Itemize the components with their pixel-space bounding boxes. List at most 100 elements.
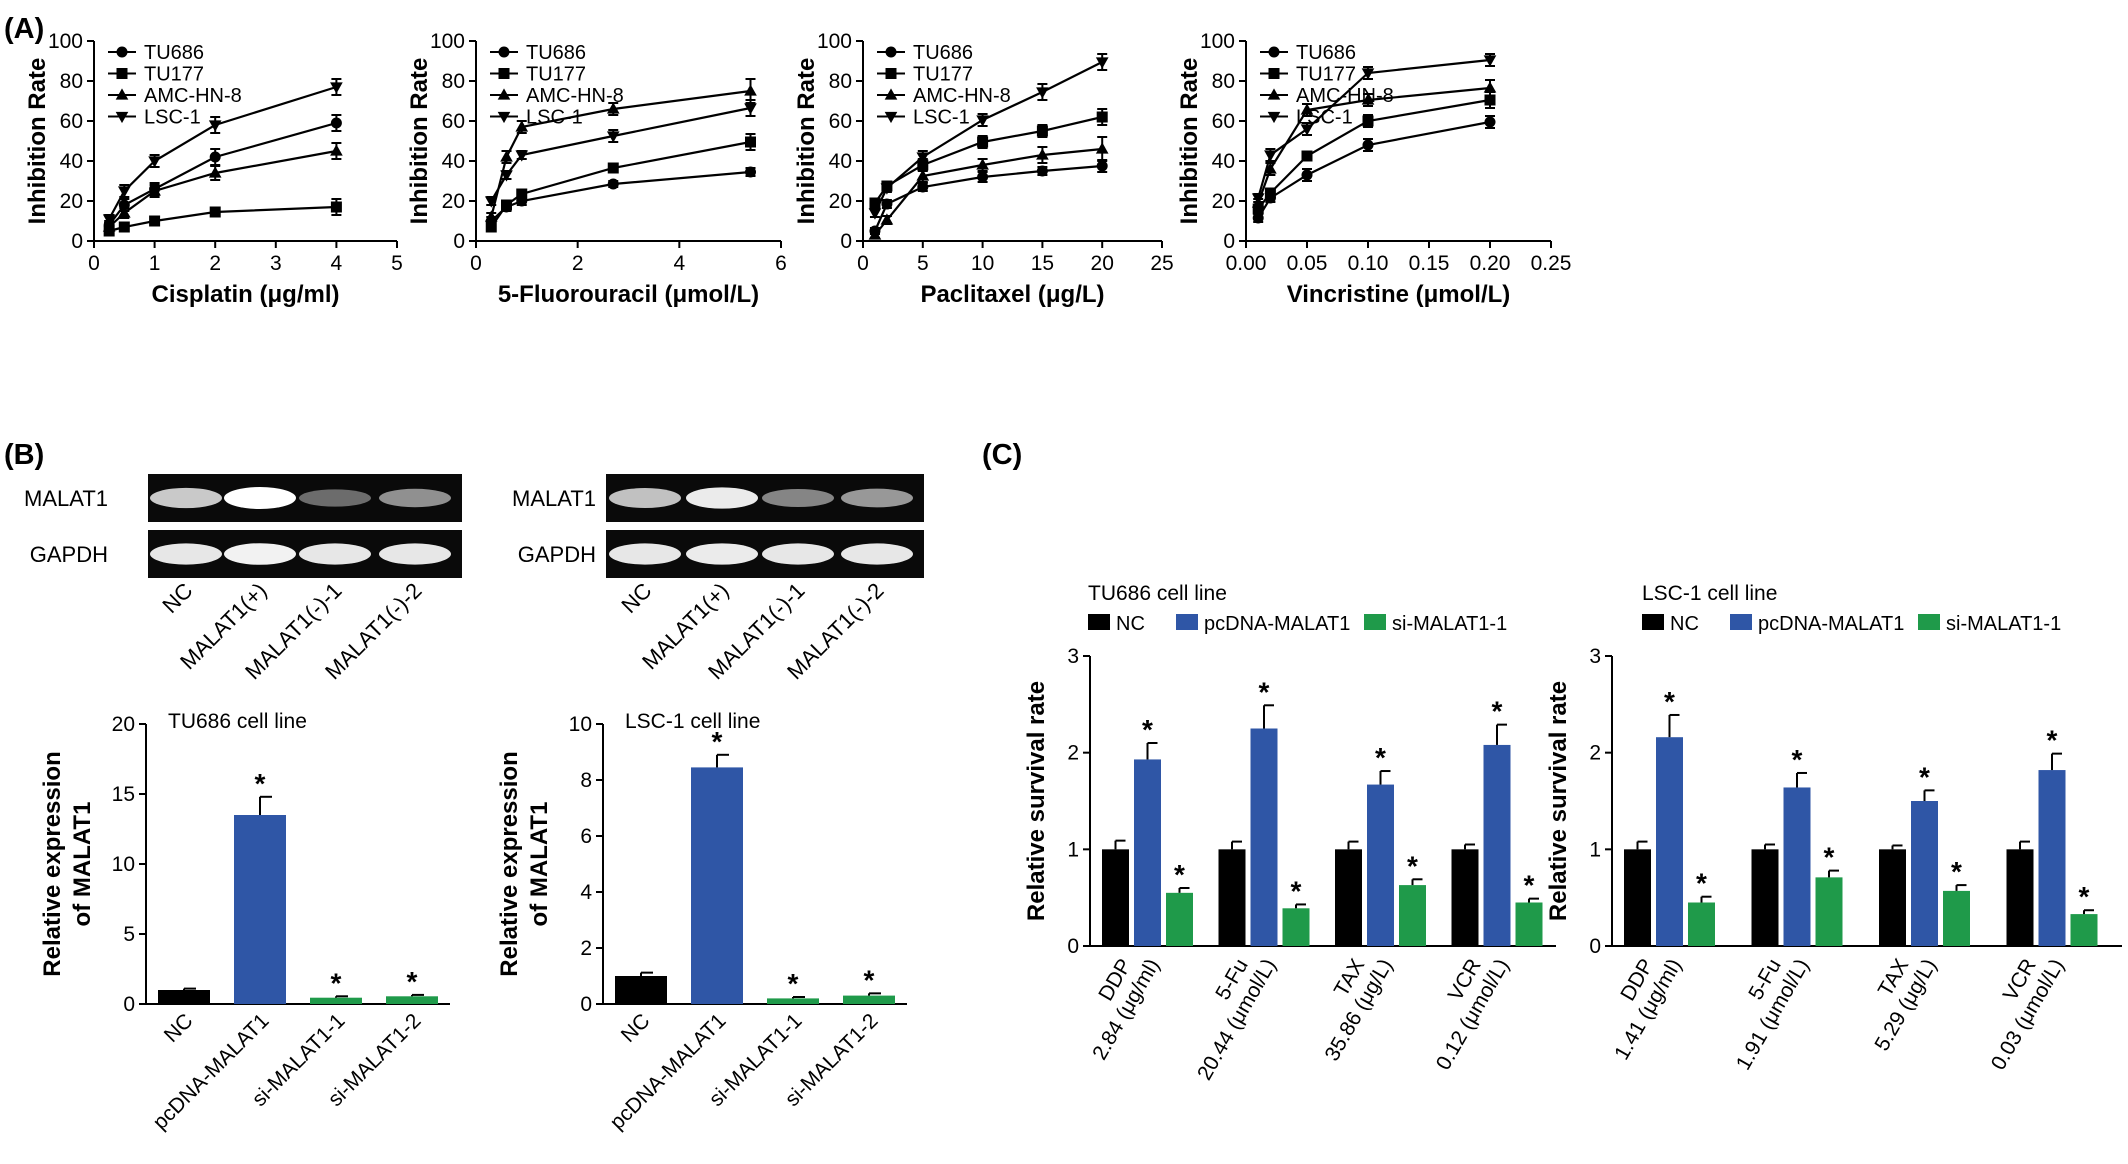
y-tick-label: 3 bbox=[1067, 645, 1079, 668]
y-tick-label: 60 bbox=[442, 110, 465, 133]
data-point bbox=[1096, 160, 1108, 172]
legend-swatch bbox=[1176, 614, 1198, 630]
significance-star: * bbox=[255, 768, 266, 799]
data-point bbox=[516, 188, 528, 200]
legend-label: AMC-HN-8 bbox=[1296, 85, 1394, 107]
significance-star: * bbox=[1259, 676, 1270, 707]
x-tick-label: 1 bbox=[149, 252, 161, 275]
significance-star: * bbox=[1524, 870, 1535, 901]
data-point bbox=[1036, 148, 1049, 160]
data-point bbox=[1264, 187, 1276, 199]
x-axis-title: Vincristine (μmol/L) bbox=[1287, 281, 1511, 308]
gel-band bbox=[379, 488, 451, 508]
gel-band bbox=[841, 488, 913, 508]
data-point bbox=[515, 150, 529, 162]
data-point bbox=[1484, 94, 1496, 106]
legend-marker bbox=[1267, 111, 1281, 124]
significance-star: * bbox=[1696, 868, 1707, 899]
panel-label-b: (B) bbox=[4, 439, 44, 471]
y-tick-label: 60 bbox=[1212, 110, 1235, 133]
bar bbox=[1399, 885, 1426, 946]
data-point bbox=[976, 158, 989, 170]
y-tick-label: 80 bbox=[1212, 70, 1235, 93]
significance-star: * bbox=[1174, 859, 1185, 890]
chart-title: LSC-1 cell line bbox=[625, 710, 760, 733]
data-point bbox=[484, 196, 498, 208]
bar-pcdna-malat1 bbox=[234, 815, 286, 1004]
y-axis-title: Relative survival rate bbox=[1545, 681, 1572, 921]
gel-row-label: MALAT1 bbox=[24, 486, 108, 511]
line-chart-paclitaxel: 0 20 40 60 80 100 0 5 10 15 20 25 Paclitaxel (μg/L) I… bbox=[793, 30, 1174, 308]
data-point bbox=[1252, 212, 1264, 224]
data-point bbox=[209, 151, 221, 163]
y-tick-label: 2 bbox=[1067, 742, 1079, 765]
data-point bbox=[1096, 111, 1108, 123]
gel-band bbox=[762, 489, 834, 507]
legend-label: AMC-HN-8 bbox=[913, 85, 1011, 107]
bar bbox=[1624, 849, 1651, 946]
y-tick-label: 40 bbox=[442, 150, 465, 173]
y-axis-title: Inhibition Rate bbox=[1176, 58, 1203, 225]
data-point bbox=[1362, 115, 1374, 127]
data-point bbox=[1300, 124, 1314, 136]
y-tick-label: 60 bbox=[60, 110, 83, 133]
series-line-tu686 bbox=[108, 121, 337, 226]
gel-row-label: GAPDH bbox=[30, 542, 108, 567]
legend-label: TU686 bbox=[526, 42, 586, 64]
legend-label: TU686 bbox=[1296, 42, 1356, 64]
grouped-bar-chart-lsc1-survival: 0 1 2 3 Relative survival rate LSC-1 cell lin… bbox=[1545, 582, 2122, 1074]
data-point bbox=[607, 162, 619, 174]
x-tick-label: 0.10 bbox=[1348, 252, 1389, 275]
legend-marker bbox=[115, 88, 129, 100]
legend-label: TU177 bbox=[144, 64, 204, 86]
legend-label: NC bbox=[1670, 613, 1699, 635]
legend-label: pcDNA-MALAT1 bbox=[1758, 613, 1904, 635]
legend-marker bbox=[884, 88, 898, 100]
legend-swatch bbox=[1642, 614, 1664, 630]
bar-chart-tu686-expression: 0 5 10 15 20 TU686 cell line Relative expressi… bbox=[39, 710, 450, 1134]
gel-lane-label: NC bbox=[616, 578, 656, 618]
y-tick-label: 2 bbox=[580, 937, 592, 960]
data-point bbox=[607, 178, 619, 190]
data-point bbox=[1484, 116, 1496, 128]
gel-band bbox=[841, 543, 913, 565]
data-point bbox=[1036, 125, 1048, 137]
data-point bbox=[916, 169, 930, 181]
legend-label: AMC-HN-8 bbox=[526, 85, 624, 107]
data-point bbox=[1361, 93, 1375, 105]
data-point bbox=[917, 181, 929, 193]
legend-marker bbox=[116, 46, 128, 58]
y-tick-label: 1 bbox=[1589, 838, 1601, 861]
legend-swatch bbox=[1730, 614, 1752, 630]
data-point bbox=[1362, 139, 1374, 151]
y-axis-title: Inhibition Rate bbox=[24, 58, 51, 225]
data-point bbox=[102, 214, 116, 226]
y-tick-label: 8 bbox=[580, 769, 592, 792]
x-axis-title: Paclitaxel (μg/L) bbox=[920, 281, 1104, 308]
significance-star: * bbox=[1824, 842, 1835, 873]
y-tick-label: 10 bbox=[112, 853, 135, 876]
gel-blot-lsc1: MALAT1GAPDHNCMALAT1(+)MALAT1(-)-1MALAT1(… bbox=[512, 474, 924, 684]
bar-si-malat1-1 bbox=[310, 997, 362, 1004]
y-tick-label: 20 bbox=[442, 190, 465, 213]
data-point bbox=[1483, 81, 1497, 93]
series-line-tu177 bbox=[1257, 98, 1491, 210]
x-tick-label: 20 bbox=[1091, 252, 1114, 275]
y-tick-label: 100 bbox=[817, 30, 852, 53]
bar-nc bbox=[158, 990, 210, 1004]
significance-star: * bbox=[331, 967, 342, 998]
y-tick-label: 1 bbox=[1067, 838, 1079, 861]
data-point bbox=[881, 198, 893, 210]
data-point bbox=[148, 156, 161, 168]
data-point bbox=[606, 102, 620, 114]
data-point bbox=[330, 201, 342, 213]
legend-marker bbox=[498, 46, 510, 58]
gel-blot-tu686: MALAT1GAPDHNCMALAT1(+)MALAT1(-)-1MALAT1(… bbox=[24, 474, 462, 684]
bar bbox=[1911, 801, 1938, 946]
y-tick-label: 2 bbox=[1589, 742, 1601, 765]
series-line-tu177 bbox=[874, 115, 1103, 204]
gel-band bbox=[609, 543, 681, 565]
x-tick-label: 0 bbox=[88, 252, 100, 275]
significance-star: * bbox=[1291, 875, 1302, 906]
